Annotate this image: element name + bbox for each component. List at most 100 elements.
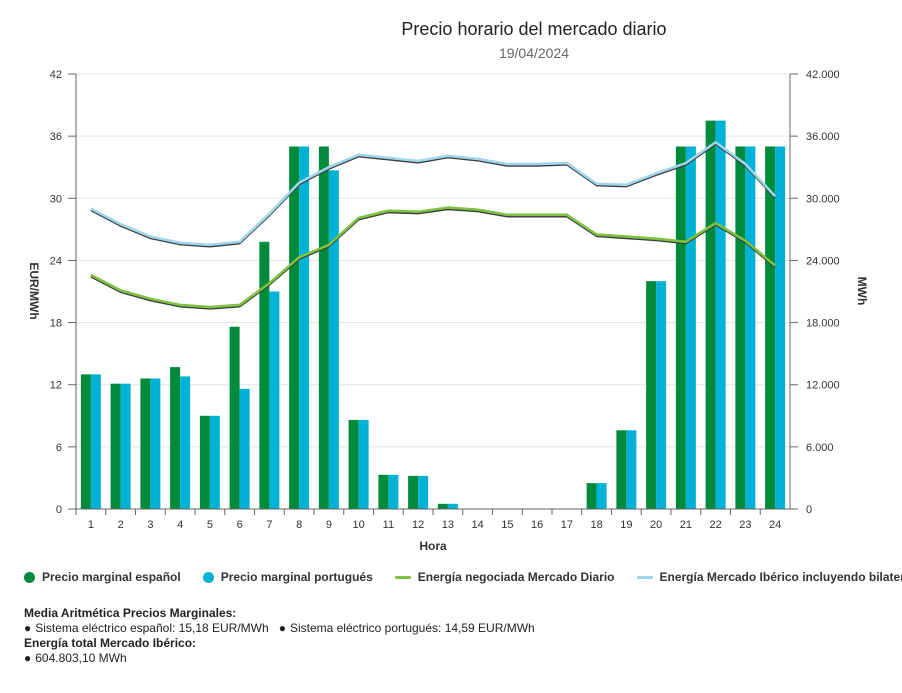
- legend-label: Energía negociada Mercado Diario: [417, 570, 615, 584]
- prices-row: ● Sistema eléctrico español: 15,18 EUR/MW…: [24, 621, 535, 636]
- bar: [616, 430, 627, 509]
- y-tick-label-right: 18.000: [806, 318, 840, 330]
- series-line-shadow: [90, 208, 776, 310]
- legend-item-daily-energy[interactable]: Energía negociada Mercado Diario: [394, 570, 615, 584]
- bar: [715, 120, 726, 509]
- bar: [90, 374, 101, 509]
- bar: [328, 170, 339, 510]
- y-tick-label-left: 18: [50, 318, 62, 330]
- x-tick-label: 7: [266, 519, 272, 531]
- energy-row: ● 604.803,10 MWh: [24, 651, 535, 666]
- x-tick-label: 20: [650, 519, 662, 531]
- x-tick-label: 9: [326, 519, 332, 531]
- y-tick-label-left: 6: [56, 442, 62, 454]
- legend-item-iberian-energy[interactable]: Energía Mercado Ibérico incluyendo bilat…: [636, 570, 902, 584]
- x-tick-label: 22: [710, 519, 722, 531]
- bar: [209, 415, 220, 509]
- x-tick-label: 17: [561, 519, 573, 531]
- chart-title: Precio horario del mercado diario: [401, 19, 666, 39]
- bullet-icon: ●: [24, 651, 32, 665]
- bar: [150, 378, 161, 509]
- series-line: [90, 141, 777, 247]
- y-tick-label-left: 30: [50, 193, 62, 205]
- axes: 0612182430364206.00012.00018.00024.00030…: [50, 69, 840, 531]
- bar: [170, 367, 181, 509]
- legend-label: Precio marginal portugués: [220, 570, 373, 584]
- x-tick-label: 1: [88, 519, 94, 531]
- bars: [80, 120, 786, 510]
- series-line: [90, 206, 776, 309]
- bullet-icon: ●: [24, 621, 32, 635]
- legend-dot-icon: [24, 571, 35, 583]
- bar: [775, 146, 786, 509]
- y-tick-label-left: 0: [56, 504, 62, 516]
- x-tick-label: 18: [591, 519, 603, 531]
- bar: [120, 383, 131, 509]
- grid: [76, 73, 790, 510]
- bar: [646, 281, 657, 509]
- chart-subtitle: 19/04/2024: [499, 45, 569, 61]
- bar: [289, 146, 300, 509]
- bar: [299, 146, 310, 509]
- y-axis-title-left: EUR/MWh: [27, 262, 41, 319]
- x-axis-title: Hora: [419, 539, 447, 553]
- bar: [318, 146, 329, 509]
- price-pt: Sistema eléctrico portugués: 14,59 EUR/M…: [289, 621, 535, 635]
- price-es: Sistema eléctrico español: 15,18 EUR/MWh: [35, 621, 269, 635]
- legend-line-icon: [394, 575, 411, 579]
- bar: [110, 383, 121, 509]
- y-tick-label-left: 24: [50, 255, 62, 267]
- summary: Media Aritmética Precios Marginales: ● Si…: [24, 606, 535, 666]
- bar: [596, 483, 607, 509]
- bar: [408, 475, 419, 509]
- chart: Precio horario del mercado diario 19/04/…: [27, 19, 869, 553]
- bar: [745, 146, 756, 509]
- energy-heading: Energía total Mercado Ibérico:: [24, 636, 197, 650]
- y-axis-title-right: MWh: [855, 277, 869, 306]
- y-tick-label-right: 0: [806, 504, 812, 516]
- bar: [358, 419, 369, 509]
- energy-total: 604.803,10 MWh: [35, 651, 127, 665]
- legend-label: Energía Mercado Ibérico incluyendo bilat…: [659, 570, 902, 584]
- bar: [656, 281, 667, 509]
- bar: [626, 430, 637, 509]
- bar: [378, 474, 389, 509]
- x-tick-label: 15: [501, 519, 513, 531]
- x-tick-label: 14: [472, 519, 484, 531]
- bar: [418, 475, 429, 509]
- bar: [140, 378, 151, 509]
- legend-item-spanish-price[interactable]: Precio marginal español: [24, 570, 181, 584]
- y-tick-label-left: 42: [50, 69, 62, 81]
- y-tick-label-right: 30.000: [806, 193, 840, 205]
- prices-heading: Media Aritmética Precios Marginales:: [24, 606, 237, 620]
- bar: [735, 146, 746, 509]
- x-tick-label: 21: [680, 519, 692, 531]
- bar: [437, 503, 448, 509]
- legend-dot-icon: [202, 571, 214, 583]
- y-tick-label-right: 36.000: [806, 131, 840, 143]
- x-tick-label: 16: [531, 519, 543, 531]
- x-tick-label: 23: [739, 519, 751, 531]
- bar: [685, 146, 696, 509]
- bar: [199, 415, 210, 509]
- y-tick-label-right: 6.000: [806, 442, 834, 454]
- bullet-icon: ●: [278, 621, 286, 635]
- y-tick-label-right: 24.000: [806, 255, 840, 267]
- bar: [259, 241, 270, 510]
- x-tick-label: 24: [769, 519, 781, 531]
- legend-item-portuguese-price[interactable]: Precio marginal portugués: [202, 570, 373, 584]
- bar: [705, 120, 716, 509]
- bar: [388, 474, 399, 509]
- x-tick-label: 5: [207, 519, 213, 531]
- x-tick-label: 12: [412, 519, 424, 531]
- bar: [447, 503, 458, 509]
- x-tick-label: 11: [383, 519, 394, 531]
- legend-line-icon: [636, 575, 653, 579]
- bar: [675, 146, 686, 509]
- x-tick-label: 3: [147, 519, 153, 531]
- x-tick-label: 19: [620, 519, 632, 531]
- legend: Precio marginal español Precio marginal …: [24, 570, 902, 584]
- bar: [586, 483, 597, 509]
- x-tick-label: 8: [296, 519, 302, 531]
- bar: [229, 326, 240, 509]
